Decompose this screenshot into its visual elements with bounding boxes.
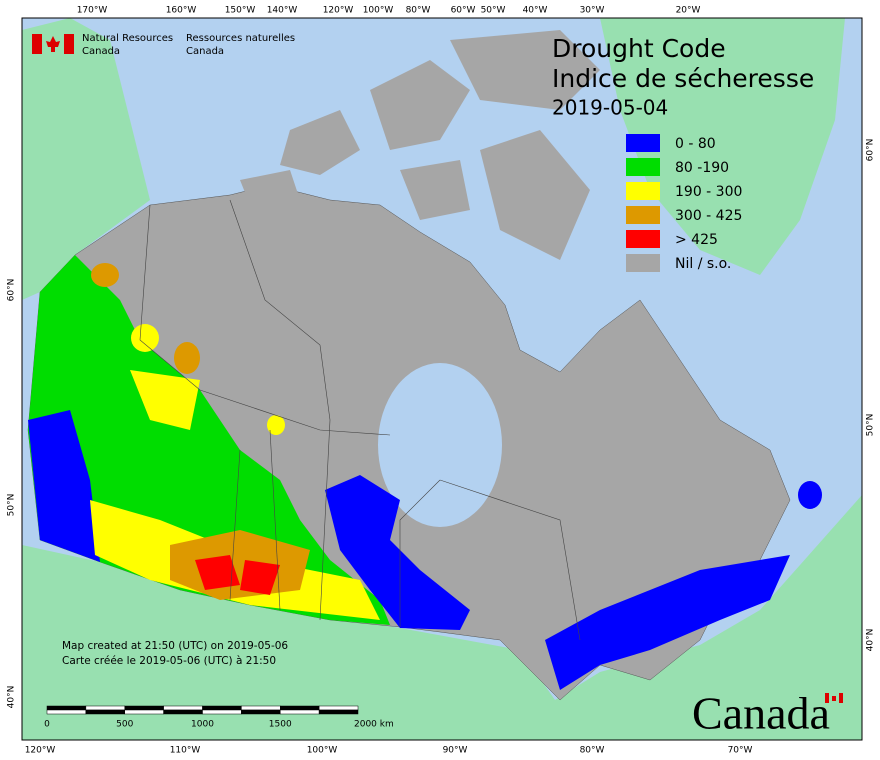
scale-segment (46, 705, 87, 711)
scale-bar: 0 500 1000 1500 2000 km (44, 705, 394, 730)
credit: Carte créée le 2019-05-06 (UTC) à 21:50 (62, 655, 276, 667)
graticule-label: 60°W (451, 6, 476, 16)
graticule-label: 50°N (866, 414, 876, 437)
drought-zone (174, 342, 200, 374)
drought-zone (91, 263, 119, 287)
scale-segment (318, 709, 359, 715)
graticule-label: 140°W (267, 6, 298, 16)
scale-segment (280, 709, 320, 715)
greenland (600, 18, 845, 275)
drought-zone (798, 481, 822, 509)
scale-segment (202, 705, 242, 711)
arctic-islands (240, 30, 600, 260)
scale-segment (318, 705, 359, 711)
legend-swatch (626, 158, 660, 176)
map-frame (21, 17, 863, 741)
agency-en: Canada (82, 46, 120, 57)
drought-zone (267, 415, 285, 435)
agency-en: Natural Resources (82, 33, 173, 44)
title: Indice de sécheresse (552, 64, 814, 93)
legend-label: 300 - 425 (675, 208, 742, 224)
scale-segment (163, 709, 203, 715)
legend-swatch (626, 182, 660, 200)
drought-zone (28, 410, 100, 562)
scale-label: 2000 km (354, 720, 394, 730)
graticule-label: 40°W (523, 6, 548, 16)
graticule-label: 100°W (307, 746, 338, 756)
maple-leaf (46, 36, 60, 52)
graticule-label: 40°N (7, 686, 17, 709)
legend-label: Nil / s.o. (675, 256, 731, 272)
graticule-label: 60°N (866, 139, 876, 162)
drought-zone (240, 560, 280, 595)
graticule-label: 80°W (406, 6, 431, 16)
credit: Map created at 21:50 (UTC) on 2019-05-06 (62, 640, 288, 652)
graticule-label: 50°W (481, 6, 506, 16)
drought-zone (195, 555, 240, 590)
graticule-label: 70°W (728, 746, 753, 756)
scale-segment (241, 705, 281, 711)
drought-zones (28, 255, 822, 690)
graticule-label: 90°W (443, 746, 468, 756)
flag-bar (32, 34, 42, 54)
title: Drought Code (552, 34, 726, 63)
drought-zone (131, 324, 159, 352)
graticule-label: 50°N (7, 494, 17, 517)
scale-segment (124, 705, 164, 711)
scale-label: 0 (44, 720, 50, 730)
graticule-label: 60°N (7, 279, 17, 302)
legend-label: > 425 (675, 232, 718, 248)
legend-swatch (626, 230, 660, 248)
graticule-label: 170°W (77, 6, 108, 16)
scale-segment (46, 709, 87, 715)
usa (22, 495, 862, 740)
scale-segment (85, 709, 125, 715)
legend-label: 80 -190 (675, 160, 729, 176)
wordmark: Canada (692, 688, 830, 739)
boundaries (139, 199, 581, 641)
legend-swatch (626, 254, 660, 272)
scale-segment (280, 705, 320, 711)
legend-label: 0 - 80 (675, 136, 716, 152)
graticule-label: 80°W (580, 746, 605, 756)
scale-label: 500 (116, 720, 133, 730)
scale-segment (85, 705, 125, 711)
scale-segment (163, 705, 203, 711)
wordmark-flag (825, 693, 843, 703)
graticule-label: 40°N (866, 629, 876, 652)
agency-fr: Ressources naturelles (186, 33, 295, 44)
legend-swatch (626, 134, 660, 152)
drought-zone (130, 370, 200, 430)
graticule-label: 100°W (363, 6, 394, 16)
drought-zone (325, 475, 470, 630)
graticule-label: 150°W (225, 6, 256, 16)
graticule-label: 120°W (323, 6, 354, 16)
agency-fr: Canada (186, 46, 224, 57)
drought-zone (545, 555, 790, 690)
scale-segment (124, 709, 164, 715)
graticule-label: 120°W (25, 746, 56, 756)
alaska (22, 18, 150, 300)
graticule-label: 20°W (676, 6, 701, 16)
legend-label: 190 - 300 (675, 184, 742, 200)
map-body (22, 18, 862, 740)
hudson-bay (378, 363, 502, 527)
nrcan-logo: Natural Resources Canada Ressources natu… (32, 33, 295, 57)
map-date: 2019-05-04 (552, 96, 668, 120)
scale-segment (202, 709, 242, 715)
legend-swatch (626, 206, 660, 224)
scale-segment (241, 709, 281, 715)
graticule-label: 110°W (170, 746, 201, 756)
graticule-label: 160°W (166, 6, 197, 16)
scale-label: 1000 (191, 720, 214, 730)
scale-label: 1500 (269, 720, 292, 730)
graticule-label: 30°W (580, 6, 605, 16)
flag-bar (64, 34, 74, 54)
